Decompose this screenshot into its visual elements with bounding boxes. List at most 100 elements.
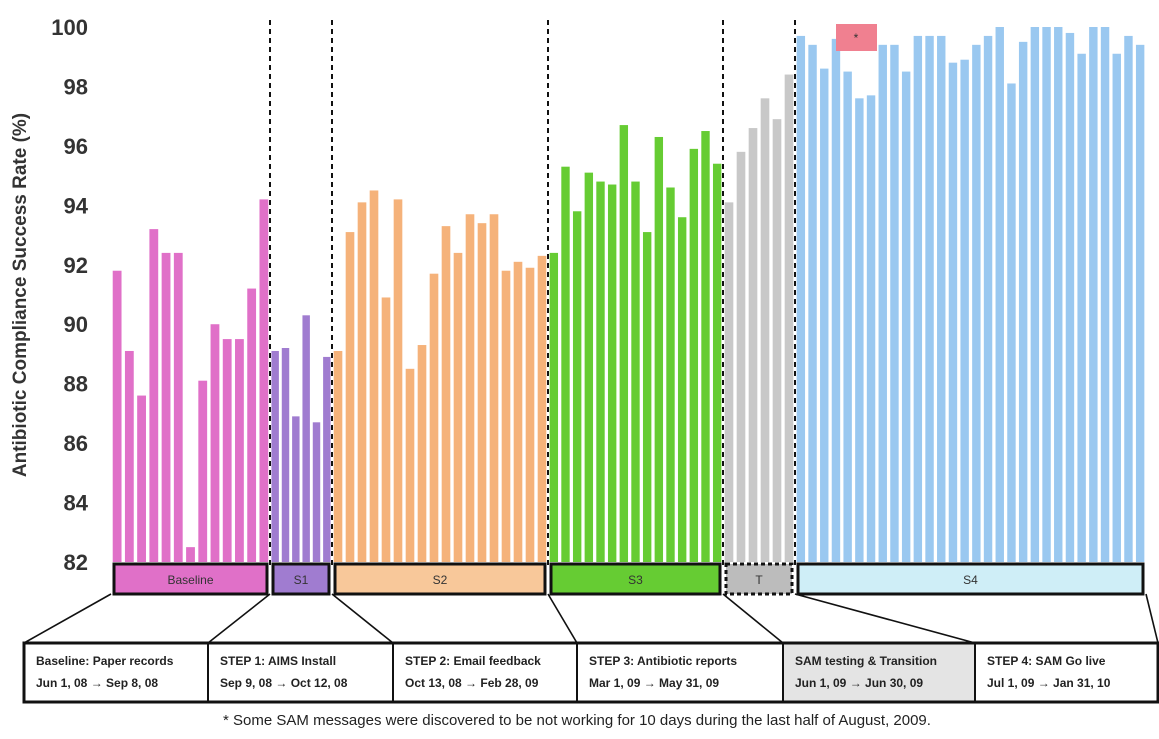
annotation-marker: *: [836, 24, 877, 51]
bar-s3-14: [701, 131, 710, 562]
segment-label-baseline: Baseline: [167, 573, 213, 587]
y-tick-label: 82: [64, 550, 88, 575]
y-tick-label: 94: [64, 193, 89, 218]
segment-box-t: [724, 562, 794, 596]
bar-baseline-1: [112, 270, 122, 562]
bar-s3-9: [642, 232, 652, 562]
bar-s4-29: [1124, 35, 1133, 563]
bar-s2-18: [537, 255, 547, 563]
bar-s2-9: [429, 273, 439, 562]
phase-name-s1: STEP 1: AIMS Install: [220, 654, 336, 668]
phase-boxes: Baseline: Paper records Jun 1, 08 → Sep 8…: [22, 641, 1159, 704]
bar-baseline-13: [259, 199, 269, 562]
bar-s3-4: [584, 172, 594, 562]
bar-s4-6: [855, 98, 864, 562]
bar-baseline-9: [210, 324, 220, 562]
bar-s2-15: [501, 270, 511, 562]
bar-s3-6: [607, 184, 617, 562]
bar-s2-12: [465, 214, 475, 562]
bar-s1-3: [292, 416, 300, 562]
bar-s3-8: [631, 181, 640, 562]
y-axis-ticks: 82 84 86 88 90 92 94 96 98 100: [51, 15, 88, 575]
y-tick-label: 90: [64, 312, 88, 337]
phase-dates-baseline: Jun 1, 08 → Sep 8, 08: [36, 676, 158, 690]
bar-s1-6: [323, 356, 331, 562]
y-tick-label: 96: [64, 134, 88, 159]
bar-t-2: [736, 151, 746, 562]
bar-s4-25: [1077, 53, 1086, 562]
bar-baseline-12: [247, 288, 257, 562]
bar-s3-5: [596, 181, 605, 562]
bar-s3-13: [689, 148, 699, 563]
phase-name-s2: STEP 2: Email feedback: [405, 654, 541, 668]
annotation-asterisk: *: [854, 31, 859, 45]
bar-s2-17: [525, 267, 535, 562]
y-tick-label: 98: [64, 74, 88, 99]
bar-s2-14: [489, 214, 499, 562]
y-tick-label: 86: [64, 431, 88, 456]
y-tick-label: 92: [64, 253, 88, 278]
bar-s4-28: [1112, 53, 1121, 562]
y-tick-label: 88: [64, 372, 88, 397]
bars: [112, 27, 1145, 563]
bar-s3-15: [712, 163, 722, 562]
bar-s4-9: [890, 44, 899, 562]
bar-s4-21: [1030, 27, 1040, 562]
bar-s4-20: [1018, 41, 1028, 563]
y-axis-label: Antibiotic Compliance Success Rate (%): [10, 113, 31, 477]
bar-s3-7: [619, 125, 629, 562]
segment-box-s1: [271, 562, 331, 596]
bar-baseline-6: [173, 252, 183, 562]
segment-label-s3: S3: [628, 573, 643, 587]
segment-label-s4: S4: [963, 573, 978, 587]
bar-s4-19: [1007, 83, 1016, 562]
bar-s4-14: [948, 62, 958, 563]
bar-s3-1: [549, 252, 559, 562]
y-tick-label: 84: [64, 491, 89, 516]
bar-s2-3: [357, 202, 367, 563]
bar-s4-4: [831, 38, 841, 562]
bar-s2-2: [345, 232, 355, 562]
connector-line-1: [23, 593, 112, 644]
bar-s2-1: [333, 350, 343, 562]
bar-s4-13: [937, 35, 946, 563]
bar-s4-15: [960, 59, 969, 562]
bar-s4-1: [796, 35, 806, 563]
bar-s4-24: [1065, 32, 1075, 562]
bar-s4-26: [1089, 27, 1098, 562]
segment-label-s2: S2: [433, 573, 448, 587]
bar-baseline-7: [186, 547, 195, 562]
bar-s1-4: [302, 315, 310, 562]
bar-s1-1: [271, 350, 279, 562]
bar-t-5: [772, 119, 782, 562]
y-tick-label: 100: [51, 15, 88, 40]
bar-s4-3: [820, 68, 829, 563]
phase-name-s4: STEP 4: SAM Go live: [987, 654, 1106, 668]
bar-s4-23: [1054, 27, 1063, 562]
segment-box-s4: [796, 562, 1145, 596]
bar-s3-11: [666, 187, 675, 562]
segment-label-t: T: [755, 573, 763, 587]
bar-s2-5: [381, 297, 391, 562]
connector-line-2: [207, 593, 271, 644]
bar-s4-2: [808, 44, 817, 562]
connector-line-5: [722, 593, 784, 644]
segment-label-bar: Baseline S1 S2 S3 T S4: [112, 562, 1145, 596]
bar-baseline-3: [137, 395, 146, 562]
bar-baseline-4: [149, 229, 159, 563]
bar-s4-10: [901, 71, 911, 562]
bar-s2-7: [405, 368, 415, 562]
bar-s2-6: [393, 199, 403, 562]
phase-dates-t: Jun 1, 09 → Jun 30, 09: [795, 676, 923, 690]
bar-baseline-10: [222, 339, 232, 562]
bar-s4-11: [913, 35, 923, 563]
bar-s4-30: [1135, 44, 1145, 562]
segment-box-s2: [333, 562, 547, 596]
bar-s2-4: [369, 190, 379, 562]
bar-t-6: [784, 74, 794, 562]
phase-name-t: SAM testing & Transition: [795, 654, 937, 668]
phase-box-shade: [783, 643, 975, 702]
bar-s3-12: [677, 217, 687, 562]
bar-s2-16: [513, 261, 523, 562]
